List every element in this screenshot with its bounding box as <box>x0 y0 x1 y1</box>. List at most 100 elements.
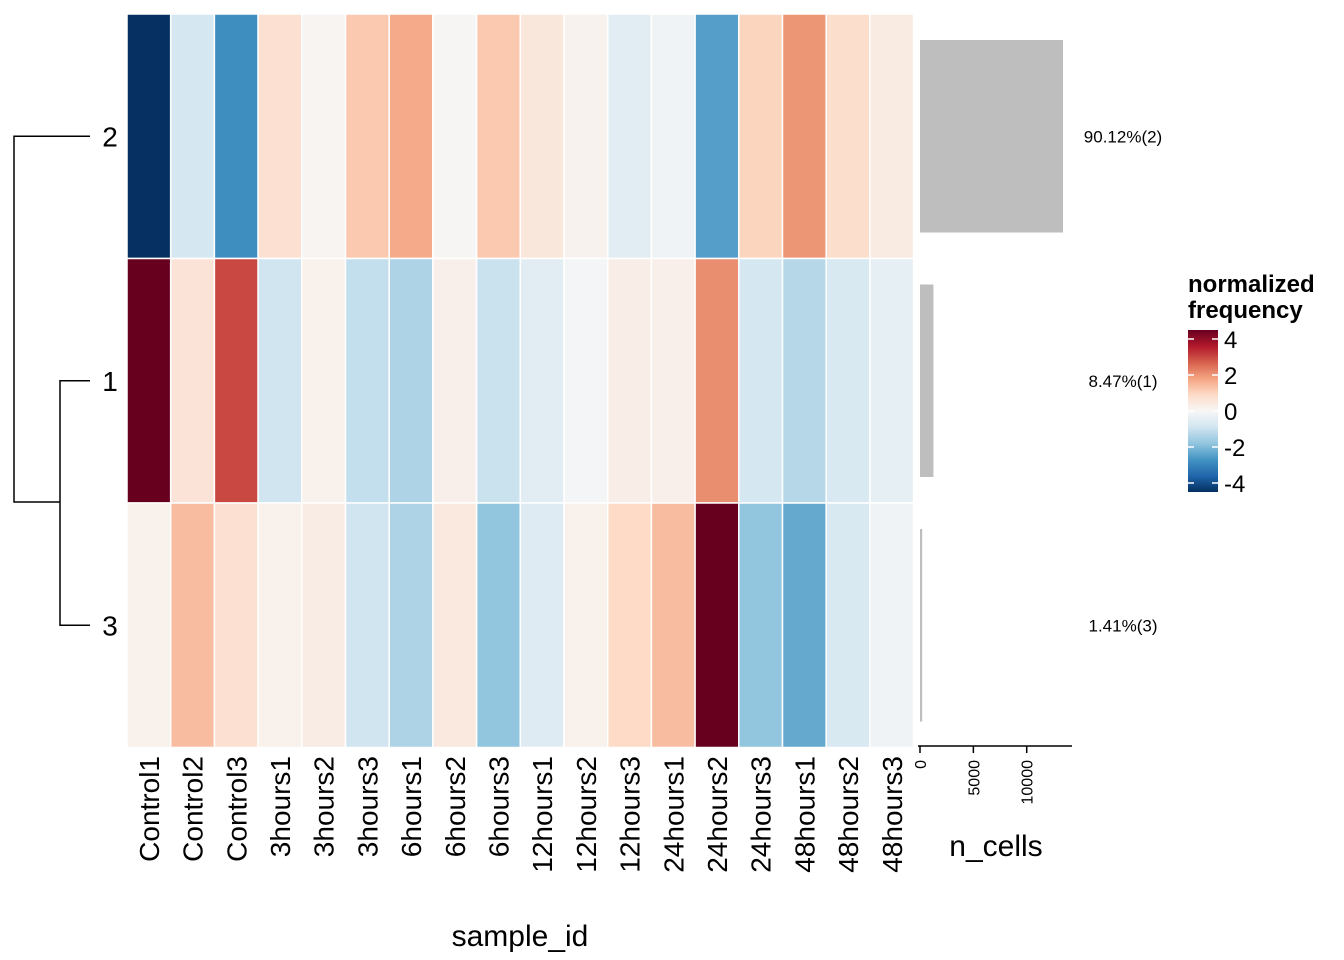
heatmap-cell-3-12hours3 <box>606 502 653 749</box>
heatmap-cell-1-3hours2 <box>301 257 347 504</box>
column-label-3hours3: 3hours3 <box>352 756 383 857</box>
percent-label-1: 8.47%(1) <box>1089 372 1158 391</box>
heatmap-cell-2-24hours1 <box>650 13 696 260</box>
legend-tick-label--2: -2 <box>1224 435 1245 462</box>
column-label-12hours1: 12hours1 <box>527 756 558 873</box>
column-label-Control2: Control2 <box>178 756 209 862</box>
row-dendrogram <box>13 135 90 626</box>
legend-title-line2: frequency <box>1188 297 1303 324</box>
heatmap-cell-2-24hours3 <box>738 13 784 260</box>
heatmap-cell-2-6hours2 <box>432 13 478 260</box>
heatmap-cell-1-3hours1 <box>257 257 303 504</box>
heatmap-cell-3-48hours2 <box>825 502 871 749</box>
heatmap-cell-3-6hours1 <box>388 502 434 749</box>
heatmap-cell-1-6hours2 <box>432 257 478 504</box>
column-label-12hours3: 12hours3 <box>615 756 646 873</box>
heatmap-cell-1-Control1 <box>126 257 172 504</box>
heatmap-cell-3-Control3 <box>213 502 259 749</box>
heatmap-cell-3-24hours3 <box>738 502 784 749</box>
n-cells-tick-label-0: 0 <box>913 760 930 769</box>
heatmap-cells <box>126 13 915 749</box>
legend-tick-label-0: 0 <box>1224 399 1237 426</box>
legend-tick-label-2: 2 <box>1224 363 1237 390</box>
heatmap-cell-3-48hours3 <box>869 502 915 749</box>
heatmap-cell-2-Control1 <box>126 13 172 260</box>
heatmap-cell-1-Control3 <box>213 257 259 504</box>
x-axis-title: sample_id <box>452 920 589 953</box>
heatmap-cell-1-48hours2 <box>825 257 871 504</box>
n-cells-bar-1 <box>920 284 934 477</box>
row-label-1: 1 <box>102 366 118 397</box>
heatmap-cell-3-24hours2 <box>694 502 740 749</box>
column-label-24hours2: 24hours2 <box>702 756 733 873</box>
heatmap-cell-1-24hours3 <box>738 257 784 504</box>
n-cells-axis-title: n_cells <box>949 830 1042 863</box>
heatmap-cell-3-Control2 <box>169 502 216 749</box>
heatmap-cell-2-12hours1 <box>519 13 565 260</box>
heatmap-cell-3-48hours1 <box>781 502 827 749</box>
legend-title-line1: normalized <box>1188 271 1315 298</box>
heatmap-cell-2-3hours3 <box>344 13 390 260</box>
heatmap-cell-2-Control2 <box>169 13 216 260</box>
row-label-3: 3 <box>102 610 118 641</box>
column-label-48hours1: 48hours1 <box>789 756 820 873</box>
heatmap-cell-1-6hours1 <box>388 257 434 504</box>
heatmap-cell-3-6hours2 <box>432 502 478 749</box>
heatmap-cell-2-3hours1 <box>257 13 303 260</box>
n-cells-tick-label-5000: 5000 <box>966 760 983 796</box>
dendrogram-branch-1-3 <box>59 380 90 626</box>
heatmap-cell-1-48hours1 <box>781 257 827 504</box>
heatmap-cell-3-3hours2 <box>301 502 347 749</box>
column-label-3hours2: 3hours2 <box>309 756 340 857</box>
column-label-Control3: Control3 <box>221 756 252 862</box>
heatmap-cell-1-6hours3 <box>475 257 522 504</box>
heatmap-cell-1-24hours1 <box>650 257 696 504</box>
legend-tick-label-4: 4 <box>1224 327 1237 354</box>
heatmap-cell-2-48hours2 <box>825 13 871 260</box>
heatmap-cell-2-3hours2 <box>301 13 347 260</box>
heatmap-cell-3-12hours1 <box>519 502 565 749</box>
n-cells-tick-label-10000: 10000 <box>1020 760 1037 805</box>
column-labels: Control1 Control2 Control3 3hours1 3hours2 3h… <box>134 756 908 873</box>
n-cells-bar-3 <box>920 529 923 722</box>
heatmap-cell-3-6hours3 <box>475 502 522 749</box>
column-label-6hours2: 6hours2 <box>440 756 471 857</box>
heatmap-cell-3-3hours1 <box>257 502 303 749</box>
heatmap-cell-3-12hours2 <box>563 502 609 749</box>
row-label-2: 2 <box>102 121 118 152</box>
n-cells-bar-annotation: 90.12%(2) 8.47%(1) 1.41%(3) 0 5000 10000 n_cel… <box>913 40 1162 863</box>
heatmap-cell-3-3hours3 <box>344 502 390 749</box>
column-label-12hours2: 12hours2 <box>571 756 602 873</box>
heatmap-cell-2-6hours3 <box>475 13 522 260</box>
column-label-48hours3: 48hours3 <box>877 756 908 873</box>
heatmap-cell-2-12hours3 <box>606 13 653 260</box>
heatmap-cell-3-24hours1 <box>650 502 696 749</box>
heatmap-cell-2-Control3 <box>213 13 259 260</box>
heatmap-cell-1-3hours3 <box>344 257 390 504</box>
heatmap-cell-1-Control2 <box>169 257 216 504</box>
percent-label-2: 90.12%(2) <box>1084 127 1162 146</box>
column-label-48hours2: 48hours2 <box>833 756 864 873</box>
column-label-24hours3: 24hours3 <box>746 756 777 873</box>
dendrogram-branch-2 <box>13 135 90 503</box>
heatmap-cell-2-24hours2 <box>694 13 740 260</box>
column-label-24hours1: 24hours1 <box>658 756 689 873</box>
percent-label-3: 1.41%(3) <box>1089 616 1158 635</box>
color-legend: normalized frequency 4 2 0 -2 -4 <box>1188 271 1315 498</box>
heatmap-cell-1-12hours2 <box>563 257 609 504</box>
heatmap-cell-2-48hours3 <box>869 13 915 260</box>
row-labels: 2 1 3 <box>102 121 118 641</box>
column-label-Control1: Control1 <box>134 756 165 862</box>
heatmap-cell-1-24hours2 <box>694 257 740 504</box>
heatmap-cell-2-48hours1 <box>781 13 827 260</box>
heatmap-cell-2-12hours2 <box>563 13 609 260</box>
n-cells-bar-2 <box>920 40 1063 233</box>
heatmap-cell-1-12hours1 <box>519 257 565 504</box>
column-label-6hours1: 6hours1 <box>396 756 427 857</box>
heatmap-cell-2-6hours1 <box>388 13 434 260</box>
heatmap-cell-3-Control1 <box>126 502 172 749</box>
legend-tick-label--4: -4 <box>1224 471 1245 498</box>
column-label-3hours1: 3hours1 <box>265 756 296 857</box>
heatmap-cell-1-12hours3 <box>606 257 653 504</box>
